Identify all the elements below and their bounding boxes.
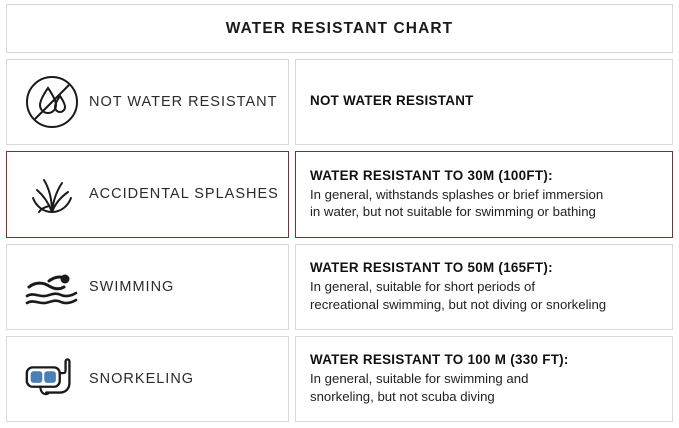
row-description-cell: NOT WATER RESISTANT bbox=[295, 59, 673, 146]
row-body-line: In general, suitable for short periods o… bbox=[310, 279, 536, 295]
chart-title-bar: WATER RESISTANT CHART bbox=[6, 4, 673, 54]
row-heading: WATER RESISTANT TO 50M (165FT): bbox=[310, 260, 553, 276]
row-heading: WATER RESISTANT TO 100 M (330 FT): bbox=[310, 352, 569, 368]
table-row: ACCIDENTAL SPLASHES WATER RESISTANT TO 3… bbox=[6, 151, 673, 238]
row-icon-cell: ACCIDENTAL SPLASHES bbox=[6, 151, 289, 238]
table-row: NOT WATER RESISTANT NOT WATER RESISTANT bbox=[6, 59, 673, 146]
row-description-cell: WATER RESISTANT TO 30M (100FT): In gener… bbox=[295, 151, 673, 238]
row-left-label: NOT WATER RESISTANT bbox=[89, 94, 278, 111]
row-body: In general, suitable for swimming and sn… bbox=[310, 370, 658, 405]
row-description-cell: WATER RESISTANT TO 50M (165FT): In gener… bbox=[295, 243, 673, 330]
row-heading: WATER RESISTANT TO 30M (100FT): bbox=[310, 167, 553, 183]
row-body-line: in water, but not suitable for swimming … bbox=[310, 204, 596, 220]
row-icon-cell: NOT WATER RESISTANT bbox=[6, 59, 289, 146]
row-body-line: snorkeling, but not scuba diving bbox=[310, 388, 495, 404]
splash-icon bbox=[21, 163, 83, 225]
row-left-label: SWIMMING bbox=[89, 278, 175, 295]
no-water-drop-icon bbox=[21, 71, 83, 133]
row-heading: NOT WATER RESISTANT bbox=[310, 93, 474, 109]
table-row: SWIMMING WATER RESISTANT TO 50M (165FT):… bbox=[6, 243, 673, 330]
row-body: In general, suitable for short periods o… bbox=[310, 278, 658, 313]
row-body-line: recreational swimming, but not diving or… bbox=[310, 296, 607, 312]
page-title: WATER RESISTANT CHART bbox=[225, 19, 454, 37]
row-left-label: ACCIDENTAL SPLASHES bbox=[89, 186, 279, 203]
row-icon-cell: SWIMMING bbox=[6, 243, 289, 330]
swimmer-icon bbox=[21, 256, 83, 318]
table-row: SNORKELING WATER RESISTANT TO 100 M (330… bbox=[6, 335, 673, 422]
row-body-line: In general, withstands splashes or brief… bbox=[310, 186, 604, 202]
row-left-label: SNORKELING bbox=[89, 370, 195, 387]
snorkel-mask-icon bbox=[21, 348, 83, 410]
row-icon-cell: SNORKELING bbox=[6, 335, 289, 422]
row-description-cell: WATER RESISTANT TO 100 M (330 FT): In ge… bbox=[295, 335, 673, 422]
row-body: In general, withstands splashes or brief… bbox=[310, 186, 658, 221]
row-body-line: In general, suitable for swimming and bbox=[310, 371, 529, 387]
